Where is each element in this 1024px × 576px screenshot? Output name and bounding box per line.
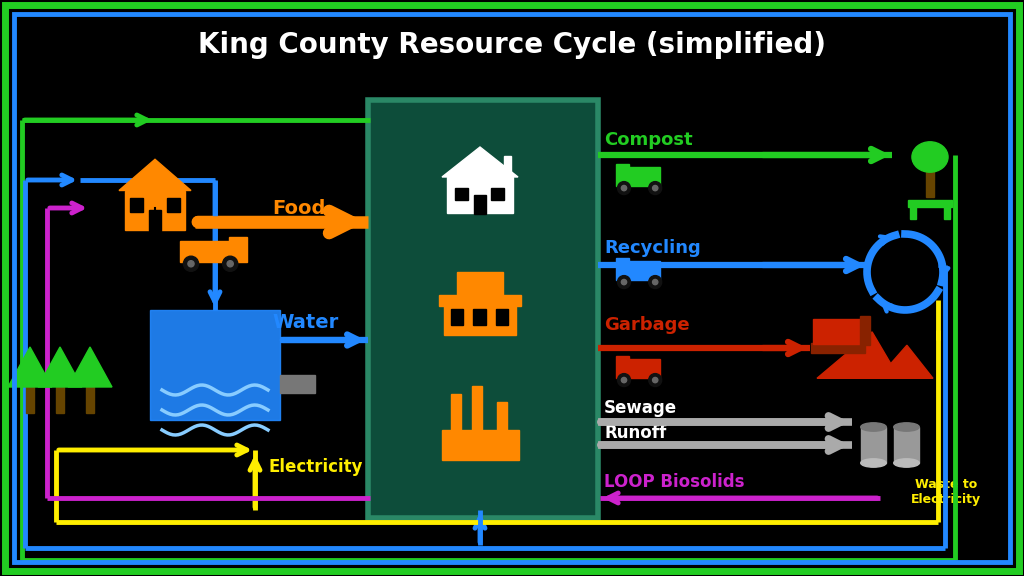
- Bar: [620, 261, 660, 281]
- Bar: [167, 198, 180, 211]
- Bar: [451, 394, 461, 430]
- Circle shape: [622, 185, 627, 191]
- Text: Compost: Compost: [604, 131, 692, 149]
- Text: King County Resource Cycle (simplified): King County Resource Cycle (simplified): [198, 31, 826, 59]
- Circle shape: [652, 279, 657, 285]
- Bar: [490, 188, 504, 200]
- Circle shape: [649, 275, 662, 289]
- Bar: [180, 241, 230, 262]
- Bar: [439, 295, 521, 306]
- Bar: [497, 309, 508, 325]
- Bar: [125, 191, 185, 229]
- Ellipse shape: [861, 423, 886, 431]
- Circle shape: [649, 374, 662, 386]
- Bar: [620, 359, 660, 378]
- Bar: [944, 207, 950, 219]
- Text: Water: Water: [272, 313, 338, 332]
- Bar: [472, 386, 482, 430]
- Bar: [861, 427, 887, 463]
- Bar: [910, 207, 916, 219]
- Polygon shape: [8, 347, 52, 387]
- Circle shape: [183, 256, 199, 271]
- Ellipse shape: [894, 459, 920, 467]
- Polygon shape: [442, 147, 518, 177]
- Polygon shape: [68, 347, 112, 387]
- Circle shape: [617, 181, 631, 195]
- Text: Sewage: Sewage: [604, 399, 677, 417]
- Text: Runoff: Runoff: [604, 424, 667, 442]
- Circle shape: [652, 185, 657, 191]
- Bar: [894, 427, 920, 463]
- Bar: [860, 316, 870, 346]
- Bar: [615, 257, 629, 281]
- Bar: [504, 156, 511, 173]
- Circle shape: [222, 256, 238, 271]
- Bar: [813, 319, 862, 344]
- Bar: [457, 272, 503, 296]
- Bar: [474, 195, 486, 214]
- Polygon shape: [119, 160, 191, 191]
- Circle shape: [622, 279, 627, 285]
- Bar: [130, 198, 143, 211]
- Circle shape: [649, 181, 662, 195]
- Bar: [615, 164, 629, 187]
- Ellipse shape: [861, 459, 886, 467]
- Circle shape: [617, 275, 631, 289]
- Circle shape: [227, 261, 233, 267]
- Polygon shape: [38, 347, 82, 387]
- Ellipse shape: [894, 423, 920, 431]
- Bar: [908, 200, 952, 207]
- Bar: [455, 188, 468, 200]
- Bar: [150, 210, 161, 230]
- Bar: [228, 237, 247, 262]
- Polygon shape: [878, 345, 933, 378]
- Bar: [441, 430, 518, 460]
- Bar: [615, 355, 629, 378]
- Bar: [497, 403, 507, 430]
- Ellipse shape: [912, 142, 948, 172]
- Bar: [86, 385, 94, 413]
- Text: Waste to
Electricity: Waste to Electricity: [911, 478, 981, 506]
- Bar: [620, 167, 660, 187]
- Polygon shape: [817, 332, 899, 378]
- Bar: [150, 310, 280, 420]
- Text: Recycling: Recycling: [604, 239, 700, 257]
- Bar: [368, 100, 598, 518]
- Bar: [447, 177, 513, 213]
- Bar: [26, 385, 34, 413]
- Circle shape: [188, 261, 195, 267]
- Text: Electricity: Electricity: [268, 458, 362, 476]
- Circle shape: [622, 377, 627, 382]
- Circle shape: [652, 377, 657, 382]
- Bar: [926, 167, 934, 197]
- Bar: [811, 343, 864, 353]
- Text: Food: Food: [272, 199, 326, 218]
- Bar: [444, 305, 516, 335]
- Bar: [280, 375, 315, 393]
- Circle shape: [617, 374, 631, 386]
- Bar: [56, 385, 63, 413]
- Bar: [451, 309, 463, 325]
- Text: Garbage: Garbage: [604, 316, 689, 334]
- Bar: [473, 309, 485, 325]
- Text: LOOP Biosolids: LOOP Biosolids: [604, 473, 744, 491]
